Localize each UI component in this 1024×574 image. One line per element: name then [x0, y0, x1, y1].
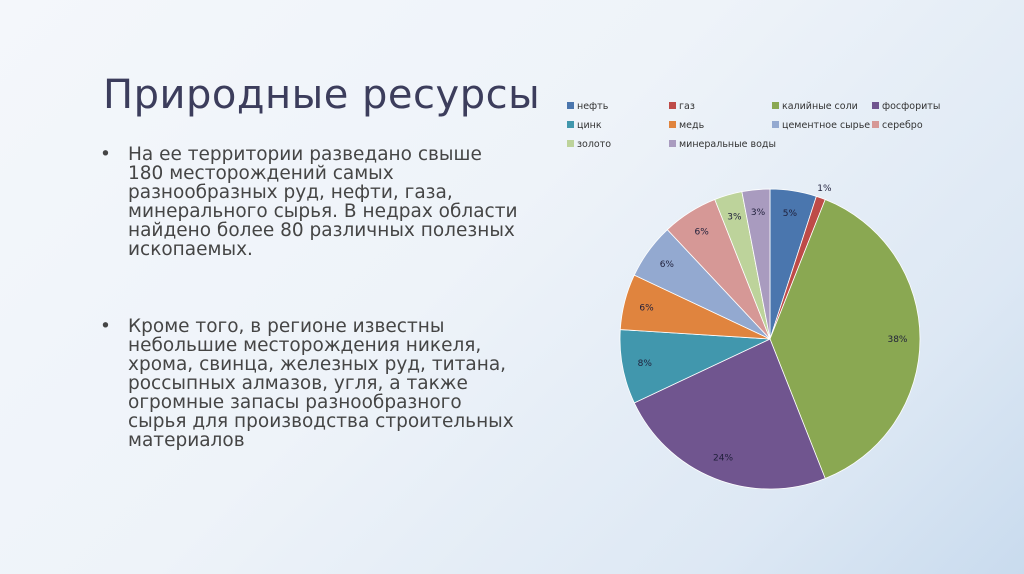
legend-label: медь — [679, 120, 705, 131]
legend-item: нефть — [567, 101, 608, 112]
legend-swatch — [567, 102, 574, 109]
legend-label: цементное сырье — [782, 120, 871, 131]
legend-swatch — [567, 140, 574, 147]
pie-data-label: 6% — [695, 227, 710, 237]
legend-swatch — [669, 121, 676, 128]
legend-label: золото — [577, 139, 612, 150]
legend-swatch — [872, 121, 879, 128]
bullet-item: • Кроме того, в регионе известны небольши… — [100, 317, 520, 450]
pie-slice-9 — [741, 188, 771, 340]
pie-data-label: 5% — [783, 209, 798, 219]
slide-title: Природные ресурсы — [103, 72, 541, 118]
legend-label: минеральные воды — [679, 139, 776, 150]
legend-swatch — [669, 140, 676, 147]
legend-swatch — [772, 121, 779, 128]
pie-data-label: 3% — [727, 213, 742, 223]
bullet-list: • На ее территории разведано свыше 180 ме… — [100, 145, 520, 508]
legend-item: минеральные воды — [669, 139, 776, 150]
pie-slice-3 — [633, 338, 826, 490]
bullet-text: На ее территории разведано свыше 180 мес… — [128, 144, 518, 260]
bullet-marker: • — [100, 316, 111, 337]
legend-label: калийные соли — [782, 101, 858, 112]
legend-label: газ — [679, 101, 695, 112]
legend-swatch — [872, 102, 879, 109]
pie-data-label: 38% — [887, 335, 907, 345]
pie-slice-2 — [769, 199, 921, 479]
legend-item: золото — [567, 139, 611, 150]
legend-item: фосфориты — [872, 101, 940, 112]
legend-item: калийные соли — [772, 101, 858, 112]
legend-item: цементное сырье — [772, 120, 870, 131]
pie-data-label: 1% — [817, 184, 832, 194]
legend-label: фосфориты — [882, 101, 941, 112]
legend-item: газ — [669, 101, 695, 112]
legend-label: цинк — [577, 120, 602, 131]
legend-swatch — [669, 102, 676, 109]
legend-item: серебро — [872, 120, 923, 131]
pie-data-label: 3% — [751, 208, 766, 218]
pie-data-label: 24% — [713, 454, 733, 464]
bullet-text: Кроме того, в регионе известны небольшие… — [128, 316, 514, 451]
bullet-marker: • — [100, 144, 111, 165]
legend-item: цинк — [567, 120, 602, 131]
pie-data-label: 8% — [638, 359, 653, 369]
legend-swatch — [567, 121, 574, 128]
legend-swatch — [772, 102, 779, 109]
pie-data-label: 6% — [660, 260, 675, 270]
legend-item: медь — [669, 120, 704, 131]
pie-data-label: 6% — [639, 303, 654, 313]
legend-label: серебро — [882, 120, 923, 131]
legend-label: нефть — [577, 101, 609, 112]
bullet-item: • На ее территории разведано свыше 180 ме… — [100, 145, 520, 259]
